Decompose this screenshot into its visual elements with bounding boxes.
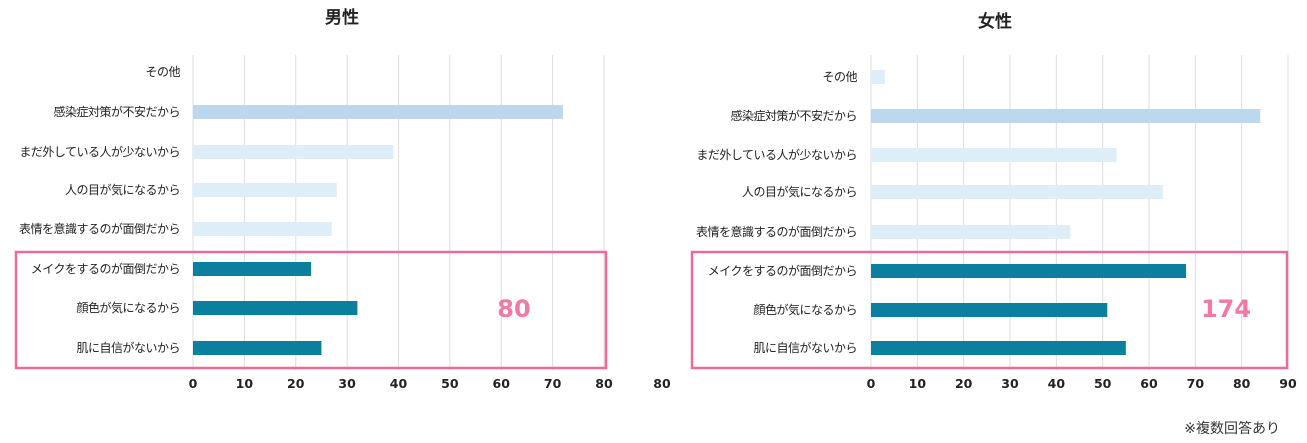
bar (193, 105, 563, 119)
chart-title: 男性 (325, 7, 359, 28)
bar (871, 264, 1187, 278)
tick-label: 40 (1048, 376, 1066, 391)
chart-female: 女性その他感染症対策が不安だからまだ外している人が少ないから人の目が気になるから… (690, 11, 1297, 391)
tick-label: 70 (1187, 376, 1205, 391)
highlight-total: 80 (497, 295, 530, 323)
category-label: 顔色が気になるから (76, 300, 180, 315)
category-label: 肌に自信がないから (753, 340, 857, 355)
category-label: 人の目が気になるから (65, 182, 180, 197)
tick-label: 60 (493, 376, 511, 391)
bar (871, 109, 1261, 123)
category-label: まだ外している人が少ないから (696, 147, 857, 162)
chart-title: 女性 (978, 11, 1012, 32)
category-label: その他 (145, 65, 180, 79)
category-label: 感染症対策が不安だから (730, 108, 857, 123)
tick-label: 80 (595, 376, 613, 391)
category-label: メイクをするのが面倒だから (708, 263, 857, 278)
bar (193, 341, 322, 355)
category-label: その他 (822, 70, 857, 84)
category-label: まだ外している人が少ないから (19, 144, 180, 159)
category-label: 顔色が気になるから (753, 302, 857, 317)
bar (193, 222, 332, 236)
bar (871, 303, 1108, 317)
bar (871, 70, 885, 84)
tick-label: 50 (441, 376, 459, 391)
category-label: 表情を意識するのが面倒だから (19, 221, 180, 236)
bar (871, 148, 1117, 162)
tick-label: 40 (390, 376, 408, 391)
highlight-box (14, 250, 608, 370)
tick-label: 60 (1140, 376, 1158, 391)
tick-label: 80 (1233, 376, 1251, 391)
tick-label: 80 (653, 376, 671, 391)
bar (193, 145, 394, 159)
tick-label: 0 (189, 376, 198, 391)
bar (871, 185, 1163, 199)
tick-label: 20 (287, 376, 305, 391)
bar (193, 301, 358, 315)
chart-male: 男性その他感染症対策が不安だからまだ外している人が少ないから人の目が気になるから… (14, 7, 671, 391)
tick-label: 50 (1094, 376, 1112, 391)
tick-label: 30 (338, 376, 356, 391)
note-label: ※複数回答あり (1184, 420, 1280, 437)
category-label: 感染症対策が不安だから (53, 104, 180, 119)
category-label: 肌に自信がないから (76, 340, 180, 355)
bar (193, 183, 337, 197)
tick-label: 30 (1001, 376, 1019, 391)
category-label: 表情を意識するのが面倒だから (696, 224, 857, 239)
tick-label: 90 (1279, 376, 1297, 391)
bar (193, 262, 312, 276)
highlight-total: 174 (1201, 295, 1251, 323)
highlight-box (690, 250, 1289, 370)
tick-label: 0 (867, 376, 876, 391)
bar (871, 341, 1126, 355)
bar (871, 225, 1071, 239)
tick-label: 70 (544, 376, 562, 391)
tick-label: 10 (909, 376, 927, 391)
tick-label: 10 (236, 376, 254, 391)
tick-label: 20 (955, 376, 973, 391)
category-label: メイクをするのが面倒だから (31, 261, 180, 276)
category-label: 人の目が気になるから (742, 184, 857, 199)
